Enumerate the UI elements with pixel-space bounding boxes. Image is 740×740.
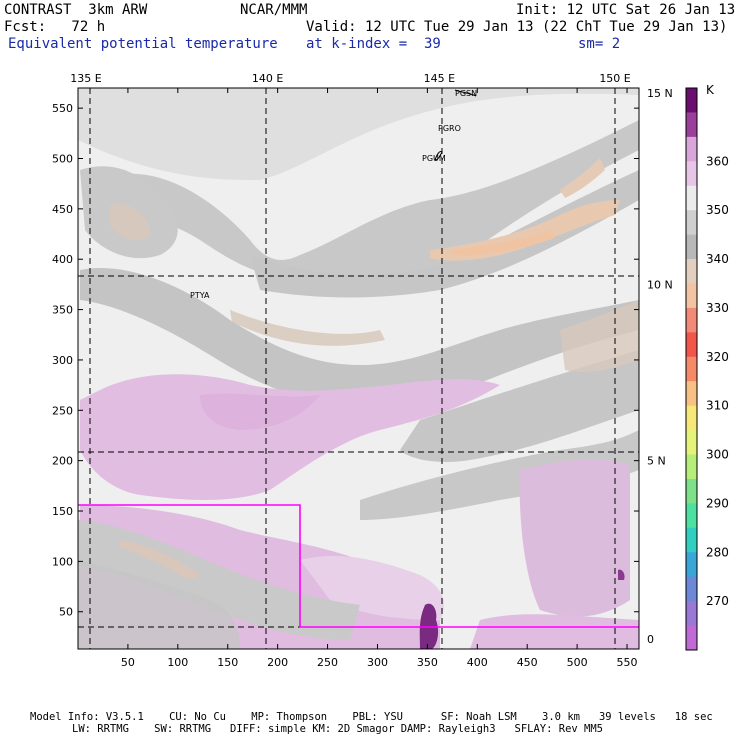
station-label: PTYA bbox=[190, 291, 210, 300]
colorbar-cell bbox=[686, 381, 697, 407]
colorbar-cell bbox=[686, 478, 697, 504]
lon-label: 140 E bbox=[252, 72, 283, 85]
colorbar-cell bbox=[686, 552, 697, 578]
colorbar-cell bbox=[686, 185, 697, 211]
model-info-line2: LW: RRTMG SW: RRTMG DIFF: simple KM: 2D … bbox=[72, 723, 604, 735]
colorbar-cell bbox=[686, 136, 697, 162]
colorbar-label: 270 bbox=[706, 594, 729, 608]
colorbar-cell bbox=[686, 161, 697, 187]
station-label: PGUM bbox=[422, 154, 446, 163]
y-tick-label: 450 bbox=[52, 203, 73, 216]
y-tick-label: 400 bbox=[52, 253, 73, 266]
x-tick-label: 350 bbox=[417, 656, 438, 669]
colorbar-cell bbox=[686, 259, 697, 284]
colorbar-cell bbox=[686, 112, 697, 138]
lon-label: 145 E bbox=[424, 72, 455, 85]
colorbar-cell bbox=[686, 405, 697, 431]
lat-labels: 15 N 10 N 5 N 0 bbox=[647, 87, 673, 646]
colorbar-cell bbox=[686, 283, 697, 309]
model-info-line1: Model Info: V3.5.1 CU: No Cu MP: Thompso… bbox=[30, 711, 713, 723]
colorbar-cell bbox=[686, 527, 697, 553]
lat-label: 0 bbox=[647, 633, 654, 646]
plot-frame bbox=[77, 87, 640, 650]
colorbar-label: 320 bbox=[706, 350, 729, 364]
lat-label: 15 N bbox=[647, 87, 673, 100]
colorbar-label: 310 bbox=[706, 399, 729, 413]
colorbar-label: 300 bbox=[706, 448, 729, 462]
y-tick-label: 50 bbox=[59, 606, 73, 619]
y-tick-label: 100 bbox=[52, 555, 73, 568]
lon-labels: 135 E 140 E 145 E 150 E bbox=[70, 72, 631, 85]
station-label: PGRO bbox=[438, 124, 461, 133]
colorbar-label: 350 bbox=[706, 203, 729, 217]
axis-ticks: 50 100 150 200 250 300 350 400 450 500 550 50 100 150… bbox=[52, 88, 639, 669]
colorbar-cell bbox=[686, 601, 697, 627]
lat-label: 10 N bbox=[647, 278, 673, 291]
colorbar-cell bbox=[686, 356, 697, 382]
x-tick-label: 50 bbox=[121, 656, 135, 669]
x-tick-label: 500 bbox=[567, 656, 588, 669]
center-name: NCAR/MMM bbox=[240, 2, 308, 18]
colorbar-label: 280 bbox=[706, 545, 729, 559]
colorbar-label: 360 bbox=[706, 154, 729, 168]
colorbar-cell bbox=[686, 454, 697, 480]
nest-domain-outline bbox=[78, 504, 639, 628]
y-tick-label: 500 bbox=[52, 153, 73, 166]
model-name: CONTRAST 3km ARW bbox=[4, 2, 148, 18]
colorbar-cell bbox=[686, 576, 697, 602]
y-tick-label: 200 bbox=[52, 455, 73, 468]
y-tick-label: 150 bbox=[52, 505, 73, 518]
colorbar-cell bbox=[686, 234, 697, 260]
smoothing-info: sm= 2 bbox=[578, 36, 621, 52]
forecast-hour: Fcst: 72 h bbox=[4, 19, 106, 35]
station-label: PGSN bbox=[455, 89, 477, 98]
y-tick-label: 300 bbox=[52, 354, 73, 367]
lat-label: 5 N bbox=[647, 455, 666, 468]
init-time: Init: 12 UTC Sat 26 Jan 13 bbox=[516, 2, 736, 18]
lon-label: 150 E bbox=[599, 72, 630, 85]
colorbar-cell bbox=[686, 210, 697, 236]
colorbar-cell bbox=[686, 625, 697, 651]
x-tick-label: 550 bbox=[617, 656, 638, 669]
y-tick-label: 550 bbox=[52, 102, 73, 115]
x-tick-label: 250 bbox=[317, 656, 338, 669]
x-tick-label: 450 bbox=[517, 656, 538, 669]
colorbar-label: 340 bbox=[706, 252, 729, 266]
valid-time: Valid: 12 UTC Tue 29 Jan 13 (22 ChT Tue … bbox=[306, 19, 728, 35]
field-name: Equivalent potential temperature bbox=[8, 36, 278, 52]
colorbar-unit: K bbox=[706, 83, 715, 97]
x-tick-label: 300 bbox=[367, 656, 388, 669]
theta-e-field bbox=[78, 88, 639, 649]
colorbar-cell bbox=[686, 88, 697, 113]
colorbar-frame bbox=[685, 87, 698, 651]
x-tick-label: 150 bbox=[217, 656, 238, 669]
x-tick-label: 100 bbox=[167, 656, 188, 669]
colorbar-cell bbox=[686, 430, 697, 456]
x-tick-label: 400 bbox=[467, 656, 488, 669]
level-info: at k-index = 39 bbox=[306, 36, 441, 52]
colorbar-cell bbox=[686, 332, 697, 358]
y-tick-label: 250 bbox=[52, 404, 73, 417]
lon-label: 135 E bbox=[70, 72, 101, 85]
y-tick-label: 350 bbox=[52, 304, 73, 317]
x-tick-label: 200 bbox=[267, 656, 288, 669]
colorbar-cell bbox=[686, 503, 697, 529]
colorbar-label: 330 bbox=[706, 301, 729, 315]
colorbar: 360 350 340 330 320 310 300 290 280 270 bbox=[685, 87, 729, 651]
colorbar-cell bbox=[686, 307, 697, 333]
colorbar-label: 290 bbox=[706, 496, 729, 510]
